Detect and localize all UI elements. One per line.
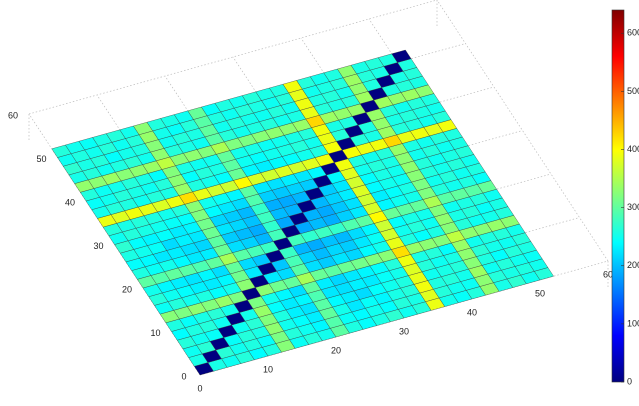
x-tick-label: 10 (263, 364, 273, 374)
x-tick-label: 40 (467, 307, 477, 317)
colorbar-tick-label: 100 (627, 318, 639, 328)
grid-line (436, 0, 609, 262)
x-tick-label: 60 (603, 269, 613, 279)
x-tick-label: 30 (399, 326, 409, 336)
y-tick-label: 60 (8, 110, 18, 120)
y-tick-label: 50 (36, 154, 46, 164)
y-tick-label: 30 (93, 241, 103, 251)
x-tick-label: 50 (535, 288, 545, 298)
heat-cell (391, 49, 412, 63)
x-tick-label: 20 (331, 345, 341, 355)
colorbar-tick-label: 400 (627, 144, 639, 154)
colorbar-tick-label: 600 (627, 28, 639, 38)
colorbar-tick-label: 300 (627, 202, 639, 212)
colorbar-tick-label: 0 (627, 376, 632, 386)
colorbar-tick-label: 200 (627, 260, 639, 270)
y-tick-label: 10 (150, 328, 160, 338)
grid-line (28, 0, 438, 115)
colorbar (611, 9, 625, 383)
colorbar-tick-label: 500 (627, 86, 639, 96)
x-tick-label: 0 (197, 383, 202, 393)
y-tick-label: 0 (181, 371, 186, 381)
y-tick-label: 40 (65, 197, 75, 207)
y-tick-label: 20 (122, 284, 132, 294)
